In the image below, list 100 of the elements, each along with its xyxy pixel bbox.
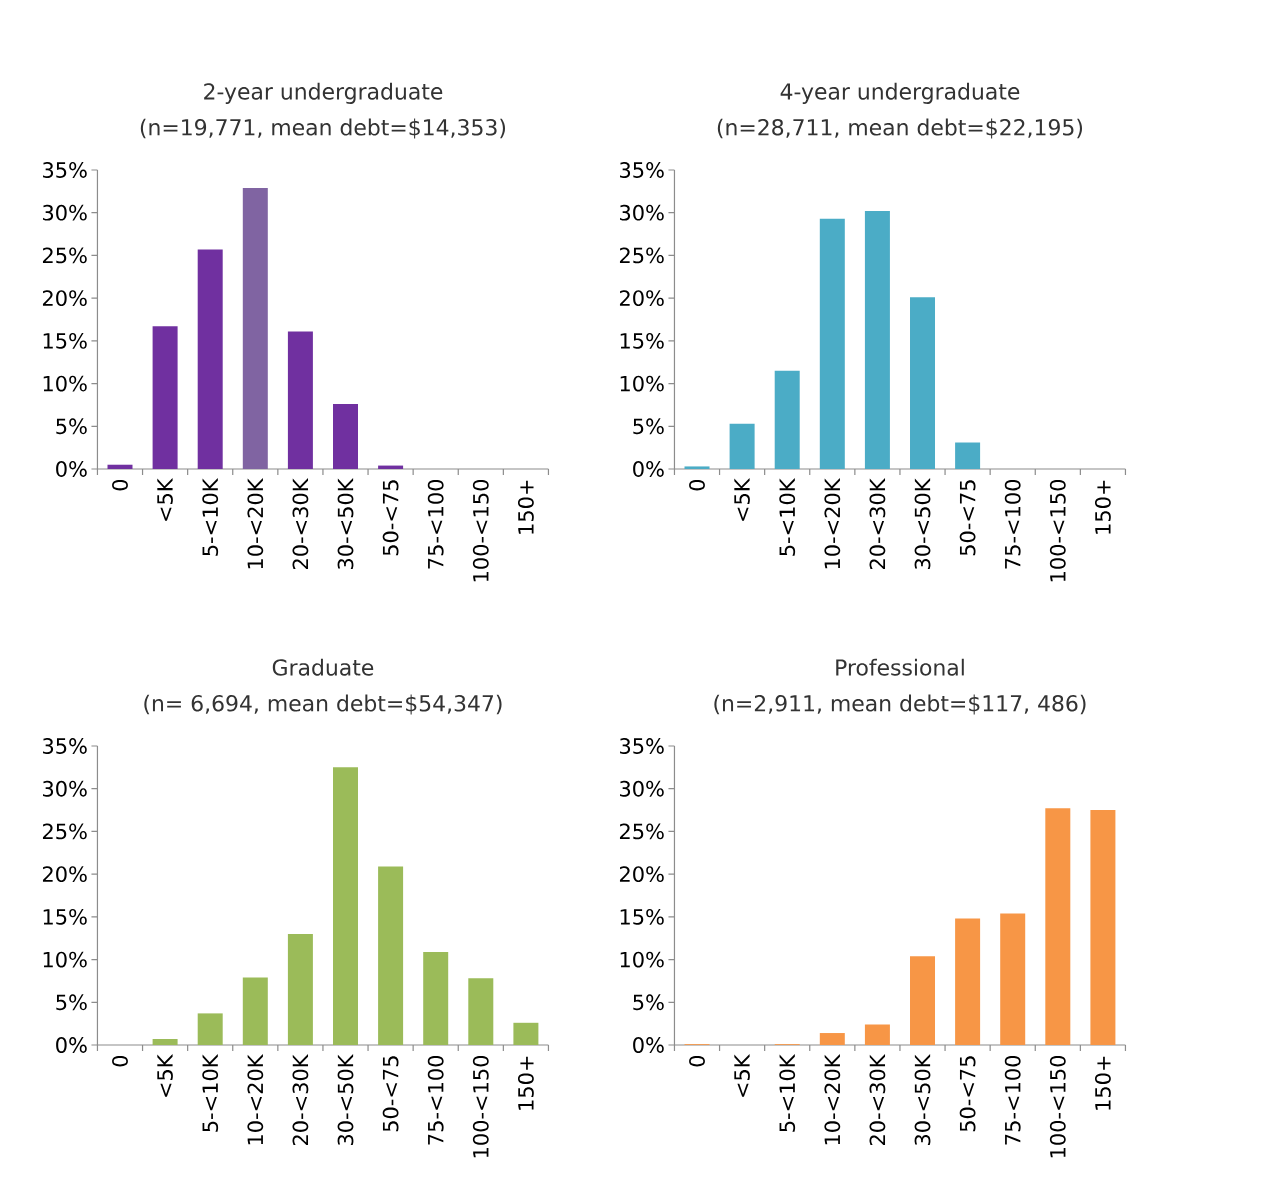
x-tick-label: 0: [689, 1055, 705, 1067]
bar: [107, 464, 133, 469]
y-tick-label: 35%: [620, 162, 664, 178]
x-tick-label: 75-<100: [1004, 479, 1021, 569]
bar: [197, 249, 223, 469]
chart-subtitle: (n=28,711, mean debt=$22,195): [717, 118, 1083, 139]
bar: [955, 442, 981, 469]
x-tick-label: 5-<10K: [202, 1054, 219, 1132]
x-tick-label: <5K: [734, 478, 750, 521]
bar: [1045, 808, 1071, 1045]
x-tick-label: 75-<100: [427, 479, 444, 569]
y-tick-label: 10%: [43, 951, 87, 968]
chart-subtitle: (n=2,911, mean debt=$117, 486): [714, 694, 1086, 715]
x-tick-label: 30-<50K: [914, 478, 931, 569]
x-tick-label: 150+: [1094, 1056, 1111, 1110]
bar: [242, 977, 268, 1045]
bar: [819, 1033, 845, 1045]
x-tick-label: 100-<150: [472, 479, 489, 582]
x-tick-label: 100-<150: [1049, 479, 1066, 582]
bar: [152, 326, 178, 469]
x-tick-label: 30-<50K: [914, 1054, 931, 1145]
chart-subtitle: (n=19,771, mean debt=$14,353): [140, 118, 506, 139]
bar: [729, 423, 755, 469]
x-tick-label: 10-<20K: [247, 478, 264, 569]
x-tick-label: 5-<10K: [779, 478, 796, 556]
y-tick-label: 30%: [43, 780, 87, 797]
y-tick-label: 30%: [43, 204, 87, 221]
x-tick-label: 50-<75: [382, 480, 399, 556]
bar: [287, 331, 313, 469]
y-tick-label: 0%: [633, 1037, 664, 1053]
x-tick-label: 50-<75: [959, 480, 976, 556]
bar: [423, 951, 449, 1045]
x-tick-label: <5K: [157, 478, 173, 521]
x-tick-label: 100-<150: [472, 1055, 489, 1158]
x-tick-label: 150+: [517, 1056, 534, 1110]
x-tick-label: 50-<75: [959, 1056, 976, 1132]
y-tick-label: 35%: [43, 162, 87, 178]
x-tick-label: 150+: [1094, 480, 1111, 534]
bar: [333, 404, 358, 469]
x-tick-label: <5K: [734, 1054, 750, 1097]
x-tick-label: 5-<10K: [202, 478, 219, 556]
x-tick-label: 20-<30K: [869, 1054, 886, 1146]
y-tick-label: 10%: [43, 375, 87, 392]
bar: [378, 866, 404, 1045]
bar: [819, 218, 845, 469]
x-tick-label: <5K: [157, 1054, 173, 1097]
bar: [513, 1022, 539, 1045]
x-tick-label: 5-<10K: [779, 1054, 796, 1132]
y-tick-label: 20%: [42, 866, 87, 883]
y-tick-label: 20%: [619, 866, 664, 883]
bar: [864, 211, 890, 469]
x-tick-label: 75-<100: [427, 1055, 444, 1145]
y-tick-label: 5%: [56, 994, 87, 1011]
y-tick-label: 20%: [42, 290, 87, 307]
x-tick-label: 20-<30K: [292, 478, 309, 570]
x-tick-label: 75-<100: [1004, 1055, 1021, 1145]
bar: [910, 297, 936, 469]
chart-title: Professional: [836, 658, 964, 676]
x-tick-label: 0: [689, 479, 705, 491]
bar: [468, 978, 494, 1045]
bar: [774, 370, 800, 469]
y-tick-label: 15%: [43, 908, 87, 925]
y-tick-label: 15%: [43, 332, 87, 349]
y-tick-label: 0%: [56, 461, 87, 477]
chart-subtitle: (n= 6,694, mean debt=$54,347): [144, 694, 502, 715]
bar: [684, 466, 710, 469]
y-tick-label: 25%: [42, 247, 87, 264]
x-tick-label: 150+: [517, 480, 534, 534]
y-tick-label: 15%: [620, 908, 664, 925]
bar: [955, 918, 981, 1045]
bar: [864, 1024, 890, 1045]
bar: [242, 187, 268, 469]
y-tick-label: 30%: [620, 780, 664, 797]
x-tick-label: 30-<50K: [337, 478, 354, 569]
y-tick-label: 20%: [619, 290, 664, 307]
x-tick-label: 0: [112, 1055, 128, 1067]
x-tick-label: 10-<20K: [247, 1054, 264, 1145]
x-tick-label: 100-<150: [1049, 1055, 1066, 1158]
bar: [152, 1039, 178, 1045]
chart-title: 4-year undergraduate: [780, 82, 1020, 104]
x-tick-label: 20-<30K: [292, 1054, 309, 1146]
y-tick-label: 25%: [619, 247, 664, 264]
y-tick-label: 10%: [620, 375, 664, 392]
y-tick-label: 15%: [620, 332, 664, 349]
x-tick-label: 30-<50K: [337, 1054, 354, 1145]
x-tick-label: 10-<20K: [824, 478, 841, 569]
y-tick-label: 0%: [56, 1037, 87, 1053]
y-tick-label: 35%: [43, 738, 87, 754]
y-tick-label: 35%: [620, 738, 664, 754]
y-tick-label: 5%: [633, 418, 664, 435]
chart-title: Graduate: [272, 658, 374, 676]
x-tick-label: 0: [112, 479, 128, 491]
x-tick-label: 50-<75: [382, 1056, 399, 1132]
bar: [910, 956, 936, 1045]
chart-title: 2-year undergraduate: [204, 82, 443, 104]
x-tick-label: 20-<30K: [869, 478, 886, 570]
bar: [197, 1013, 223, 1045]
y-tick-label: 5%: [633, 994, 664, 1011]
bar: [1090, 810, 1116, 1045]
y-tick-label: 0%: [633, 461, 664, 477]
